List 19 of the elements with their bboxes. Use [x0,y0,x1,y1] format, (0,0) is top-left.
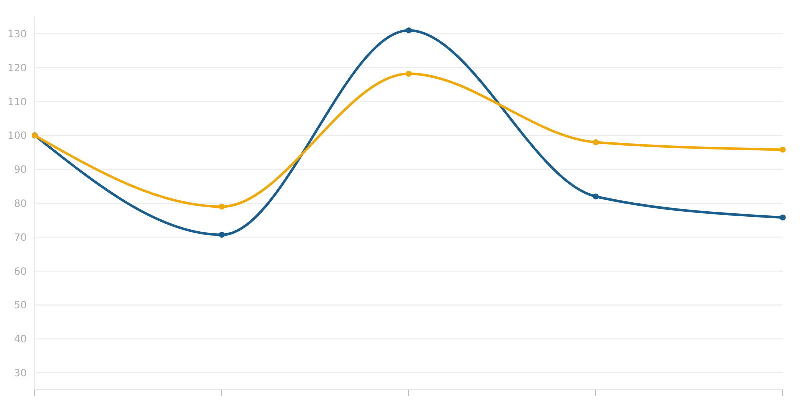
point [219,204,225,210]
y-tick-label: 120 [8,63,27,74]
y-tick-label: 80 [14,199,27,210]
y-tick-label: 100 [8,131,27,142]
y-tick-label: 50 [14,300,27,312]
y-tick-label: 40 [14,334,27,346]
y-tick-label: 90 [14,165,27,176]
point [780,146,786,153]
point [406,70,412,77]
point [593,194,599,200]
y-tick-label: 30 [14,368,27,380]
y-tick-label: 60 [14,266,27,278]
y-tick-label: 70 [14,232,27,244]
point [780,214,786,221]
y-tick-label: 130 [8,29,27,40]
point [219,232,225,238]
y-tick-label: 110 [8,97,27,108]
point [406,28,412,34]
point [593,139,599,146]
